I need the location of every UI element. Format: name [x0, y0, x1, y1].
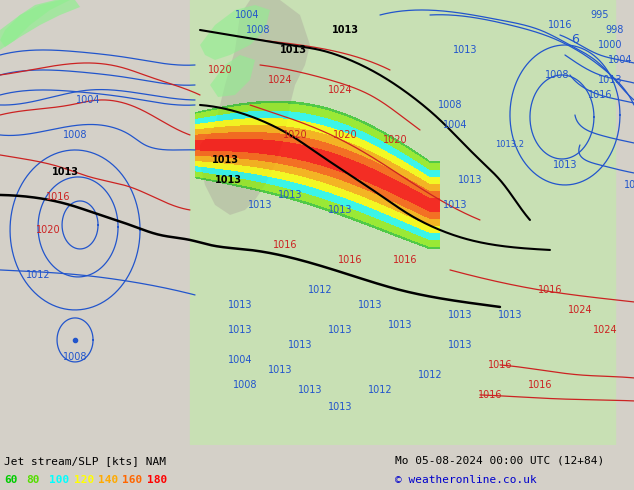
Text: 1013: 1013 [358, 300, 382, 310]
Text: 80: 80 [26, 475, 39, 485]
Text: 1013: 1013 [51, 167, 79, 177]
Text: 1016: 1016 [273, 240, 297, 250]
Text: 1020: 1020 [208, 65, 232, 75]
Text: 180: 180 [147, 475, 167, 485]
Text: 1013: 1013 [212, 155, 238, 165]
Text: 100: 100 [49, 475, 69, 485]
Text: 1013: 1013 [288, 340, 313, 350]
Text: 1008: 1008 [63, 352, 87, 362]
Text: 995: 995 [591, 10, 609, 20]
Text: 1016: 1016 [548, 20, 573, 30]
Text: 1016: 1016 [338, 255, 362, 265]
Text: 998: 998 [605, 25, 624, 35]
Text: 1016: 1016 [538, 285, 562, 295]
Polygon shape [200, 5, 270, 60]
Text: 1013: 1013 [228, 300, 252, 310]
Text: 1013: 1013 [332, 25, 358, 35]
Text: 1024: 1024 [328, 85, 353, 95]
Text: 1013: 1013 [248, 200, 272, 210]
Text: 1013: 1013 [328, 325, 353, 335]
Text: 160: 160 [122, 475, 142, 485]
Text: 1013: 1013 [328, 402, 353, 412]
Text: 1004: 1004 [443, 120, 467, 130]
Polygon shape [200, 0, 310, 215]
Text: Jet stream/SLP [kts] NAM: Jet stream/SLP [kts] NAM [4, 456, 166, 466]
Text: 1008: 1008 [545, 70, 569, 80]
Text: 1020: 1020 [383, 135, 407, 145]
Text: 1012: 1012 [307, 285, 332, 295]
Text: 1008: 1008 [63, 130, 87, 140]
Text: 1020: 1020 [333, 130, 358, 140]
Polygon shape [190, 0, 615, 445]
Text: 1013: 1013 [598, 75, 622, 85]
Polygon shape [210, 55, 255, 97]
Text: 6: 6 [571, 33, 579, 47]
Text: 1013: 1013 [280, 45, 306, 55]
Text: 1008: 1008 [233, 380, 257, 390]
Text: 1004: 1004 [228, 355, 252, 365]
Text: 1000: 1000 [598, 40, 622, 50]
Text: 1020: 1020 [283, 130, 307, 140]
Text: 1004: 1004 [76, 95, 100, 105]
Polygon shape [0, 0, 70, 50]
Text: 1013: 1013 [448, 310, 472, 320]
Text: 1013: 1013 [448, 340, 472, 350]
Text: 1013: 1013 [388, 320, 412, 330]
Text: 1013: 1013 [268, 365, 292, 375]
Text: 60: 60 [4, 475, 18, 485]
Text: 1013: 1013 [278, 190, 302, 200]
Text: 1024: 1024 [593, 325, 618, 335]
Text: 1013: 1013 [453, 45, 477, 55]
Text: 1016: 1016 [477, 390, 502, 400]
Text: 1020: 1020 [36, 225, 60, 235]
Text: 1013: 1013 [498, 310, 522, 320]
Text: 1008: 1008 [437, 100, 462, 110]
Text: 10: 10 [624, 180, 634, 190]
Text: 1012: 1012 [418, 370, 443, 380]
Text: 1013: 1013 [553, 160, 577, 170]
Text: 1013.2: 1013.2 [495, 141, 524, 149]
Text: 1016: 1016 [527, 380, 552, 390]
Text: 1016: 1016 [588, 90, 612, 100]
Text: 1013: 1013 [298, 385, 322, 395]
Text: 120: 120 [74, 475, 94, 485]
Text: 1012: 1012 [26, 270, 50, 280]
Text: 1016: 1016 [392, 255, 417, 265]
Text: 1013: 1013 [228, 325, 252, 335]
Text: Mo 05-08-2024 00:00 UTC (12+84): Mo 05-08-2024 00:00 UTC (12+84) [395, 456, 604, 466]
Text: 1008: 1008 [246, 25, 270, 35]
Text: © weatheronline.co.uk: © weatheronline.co.uk [395, 475, 537, 485]
Text: 1013: 1013 [443, 200, 467, 210]
Text: 1012: 1012 [368, 385, 392, 395]
Text: 1004: 1004 [608, 55, 632, 65]
Text: 1013: 1013 [328, 205, 353, 215]
Text: 1024: 1024 [268, 75, 292, 85]
Text: 1024: 1024 [567, 305, 592, 315]
Text: 1016: 1016 [488, 360, 512, 370]
Text: 1004: 1004 [235, 10, 259, 20]
Text: 140: 140 [98, 475, 119, 485]
Text: 1013: 1013 [458, 175, 482, 185]
Polygon shape [0, 0, 80, 47]
Text: 1013: 1013 [214, 175, 242, 185]
Text: 1016: 1016 [46, 192, 70, 202]
